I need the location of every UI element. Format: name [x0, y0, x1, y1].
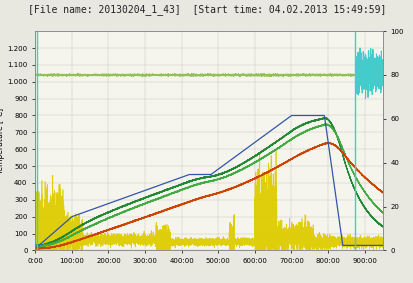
Y-axis label: Temperature [°C]: Temperature [°C] [0, 108, 5, 174]
Text: [File name: 20130204_1_43]  [Start time: 04.02.2013 15:49:59]: [File name: 20130204_1_43] [Start time: … [28, 4, 385, 15]
